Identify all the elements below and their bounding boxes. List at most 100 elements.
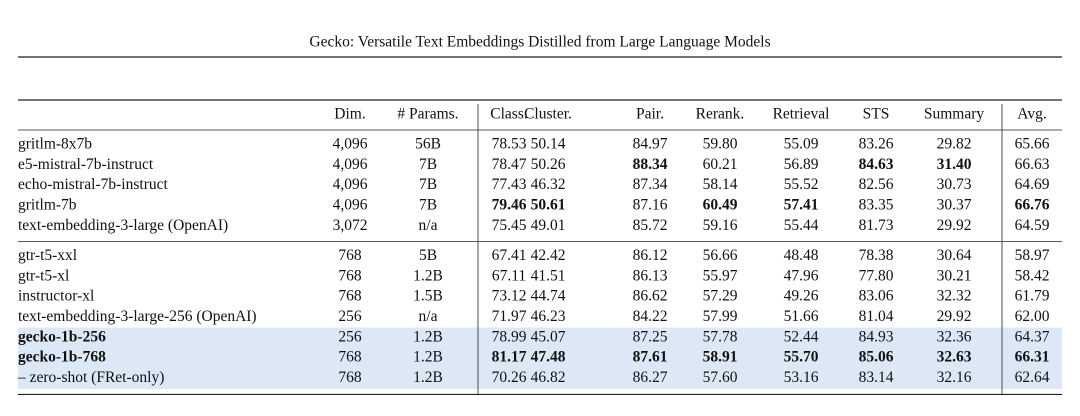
model-name: gecko-1b-768 <box>18 349 106 366</box>
cell-value: 83.26 <box>859 136 894 153</box>
column-header: Retrieval <box>773 106 830 123</box>
cell-value: 55.44 <box>784 217 819 234</box>
cell-value: 85.72 <box>633 217 668 234</box>
cell-value: 256 <box>338 308 362 325</box>
column-header: Cluster. <box>524 106 572 123</box>
cell-value: 73.12 <box>492 288 527 305</box>
cell-value: 5B <box>419 247 437 264</box>
cell-value: 87.25 <box>633 328 668 345</box>
model-name: text-embedding-3-large-256 (OpenAI) <box>18 308 257 325</box>
column-header: Avg. <box>1017 106 1046 123</box>
cell-value: 7B <box>419 156 437 173</box>
cell-value: 41.51 <box>531 267 566 284</box>
cell-value: 768 <box>338 369 362 386</box>
cell-value: 87.16 <box>633 196 668 213</box>
cell-value: 81.17 <box>492 349 527 366</box>
cell-value: 1.5B <box>413 288 443 305</box>
cell-value: 46.23 <box>531 308 566 325</box>
cell-value: 78.53 <box>492 136 527 153</box>
cell-value: 30.37 <box>937 196 972 213</box>
cell-value: 1.2B <box>413 349 443 366</box>
cell-value: 86.27 <box>633 369 668 386</box>
cell-value: 70.26 <box>492 369 527 386</box>
cell-value: n/a <box>419 308 438 325</box>
cell-value: 58.14 <box>703 176 738 193</box>
cell-value: 57.99 <box>703 308 738 325</box>
cell-value: 66.31 <box>1015 349 1050 366</box>
cell-value: 78.47 <box>492 156 527 173</box>
cell-value: 83.35 <box>859 196 894 213</box>
row-highlight <box>18 368 1062 389</box>
cell-value: 56.66 <box>703 247 738 264</box>
cell-value: 32.36 <box>937 328 972 345</box>
cell-value: 57.29 <box>703 288 738 305</box>
cell-value: 4,096 <box>333 176 368 193</box>
model-name: text-embedding-3-large (OpenAI) <box>18 217 228 234</box>
cell-value: 46.32 <box>531 176 566 193</box>
cell-value: 768 <box>338 349 362 366</box>
cell-value: 56B <box>415 136 441 153</box>
cell-value: n/a <box>419 217 438 234</box>
cell-value: 87.61 <box>633 349 668 366</box>
cell-value: 768 <box>338 267 362 284</box>
cell-value: 83.06 <box>859 288 894 305</box>
cell-value: 77.43 <box>492 176 527 193</box>
column-header: Pair. <box>636 106 664 123</box>
cell-value: 30.21 <box>937 267 972 284</box>
cell-value: 62.64 <box>1015 369 1050 386</box>
model-name: e5-mistral-7b-instruct <box>18 156 154 173</box>
cell-value: 60.49 <box>703 196 738 213</box>
cell-value: 55.97 <box>703 267 738 284</box>
model-name: gtr-t5-xxl <box>18 247 77 264</box>
cell-value: 60.21 <box>703 156 738 173</box>
cell-value: 30.64 <box>937 247 972 264</box>
cell-value: 84.97 <box>633 136 668 153</box>
cell-value: 32.16 <box>937 369 972 386</box>
model-name: gtr-t5-xl <box>18 267 69 284</box>
cell-value: 58.42 <box>1015 267 1050 284</box>
cell-value: 71.97 <box>492 308 527 325</box>
cell-value: 57.41 <box>784 196 819 213</box>
cell-value: 81.04 <box>859 308 894 325</box>
cell-value: 58.97 <box>1015 247 1050 264</box>
cell-value: 32.32 <box>937 288 972 305</box>
cell-value: 4,096 <box>333 136 368 153</box>
cell-value: 256 <box>338 328 362 345</box>
cell-value: 59.80 <box>703 136 738 153</box>
cell-value: 67.41 <box>492 247 527 264</box>
cell-value: 57.78 <box>703 328 738 345</box>
cell-value: 77.80 <box>859 267 894 284</box>
cell-value: 4,096 <box>333 156 368 173</box>
cell-value: 52.44 <box>784 328 819 345</box>
cell-value: 64.69 <box>1015 176 1050 193</box>
cell-value: 85.06 <box>859 349 894 366</box>
cell-value: 4,096 <box>333 196 368 213</box>
cell-value: 62.00 <box>1015 308 1050 325</box>
row-highlight <box>18 347 1062 369</box>
cell-value: 1.2B <box>413 369 443 386</box>
cell-value: 31.40 <box>937 156 972 173</box>
cell-value: 88.34 <box>633 156 668 173</box>
cell-value: 49.26 <box>784 288 819 305</box>
cell-value: 1.2B <box>413 328 443 345</box>
cell-value: 55.09 <box>784 136 819 153</box>
cell-value: 83.14 <box>859 369 894 386</box>
model-name: gecko-1b-256 <box>18 328 106 345</box>
cell-value: 75.45 <box>492 217 527 234</box>
cell-value: 7B <box>419 176 437 193</box>
cell-value: 51.66 <box>784 308 819 325</box>
cell-value: 50.14 <box>531 136 566 153</box>
cell-value: 67.11 <box>492 267 526 284</box>
cell-value: 46.82 <box>531 369 566 386</box>
row-backgrounds <box>18 327 1062 389</box>
cell-value: 78.99 <box>492 328 527 345</box>
cell-value: 66.76 <box>1015 196 1050 213</box>
cell-value: 64.37 <box>1015 328 1050 345</box>
cell-value: 1.2B <box>413 267 443 284</box>
cell-value: 65.66 <box>1015 136 1050 153</box>
cell-value: 84.22 <box>633 308 668 325</box>
column-header: Dim. <box>334 106 365 123</box>
cell-value: 48.48 <box>784 247 819 264</box>
cell-value: 59.16 <box>703 217 738 234</box>
